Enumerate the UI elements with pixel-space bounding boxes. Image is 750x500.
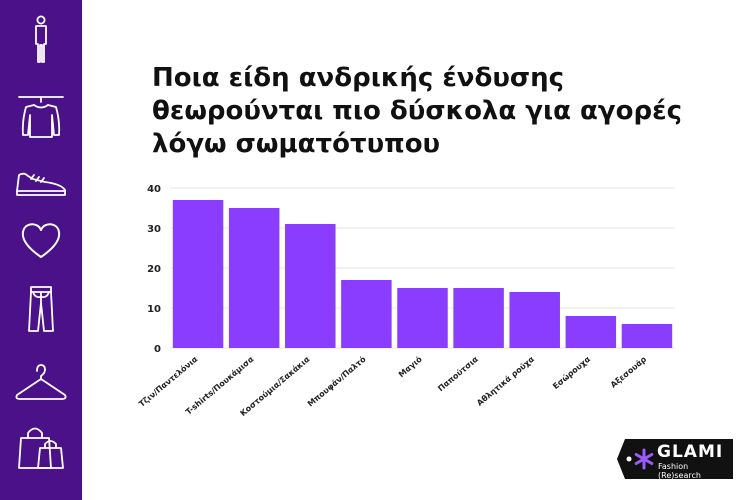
chart-title: Ποια είδη ανδρικής ένδυσης θεωρούνται πι…	[152, 63, 682, 159]
bar	[228, 208, 280, 348]
sweater-icon	[11, 93, 71, 143]
bar	[341, 280, 392, 348]
x-tick-label: Παπούτσια	[436, 354, 480, 393]
asterisk-icon	[634, 448, 654, 470]
logo-tagline: Fashion (Re)search	[658, 462, 701, 480]
x-tick-label: Αξεσουάρ	[609, 354, 648, 389]
jeans-icon	[11, 283, 71, 333]
heart-icon	[11, 215, 71, 265]
bar	[397, 288, 448, 348]
x-tick-label: Εσώρουχα	[551, 354, 593, 392]
x-tick-label: Μαγιό	[396, 354, 424, 380]
bar	[621, 324, 673, 348]
hanger-icon	[11, 359, 71, 409]
y-tick-label: 10	[147, 304, 161, 315]
bar	[172, 200, 224, 348]
sneaker-icon	[11, 158, 71, 208]
shopping-bags-icon	[11, 422, 71, 472]
bar	[453, 288, 504, 348]
y-tick-label: 30	[147, 224, 161, 235]
logo-brand: GLAMI	[657, 442, 724, 462]
x-tick-label: Μπουφάν/Παλτό	[305, 354, 368, 409]
person-icon	[11, 14, 71, 64]
chart-canvas: 010203040Τζιν/ΠαντελόνιαT-shirts/Πουκάμι…	[137, 184, 675, 418]
y-tick-label: 40	[147, 184, 161, 195]
y-tick-label: 20	[147, 264, 161, 275]
bar	[509, 292, 560, 348]
glami-logo: GLAMI Fashion (Re)search	[617, 439, 733, 480]
x-tick-label: Αθλητικά ρούχα	[475, 354, 536, 407]
bar-chart: 0 10 20 30 40 Τζιν/Παντελόνια T-shirts/Πουκάμι…	[125, 176, 685, 446]
x-tick-label: Τζιν/Παντελόνια	[137, 354, 200, 409]
bar	[285, 224, 336, 348]
logo-badge	[617, 439, 733, 479]
sidebar	[0, 0, 82, 500]
y-tick-label: 0	[154, 344, 161, 355]
bar	[565, 316, 617, 348]
